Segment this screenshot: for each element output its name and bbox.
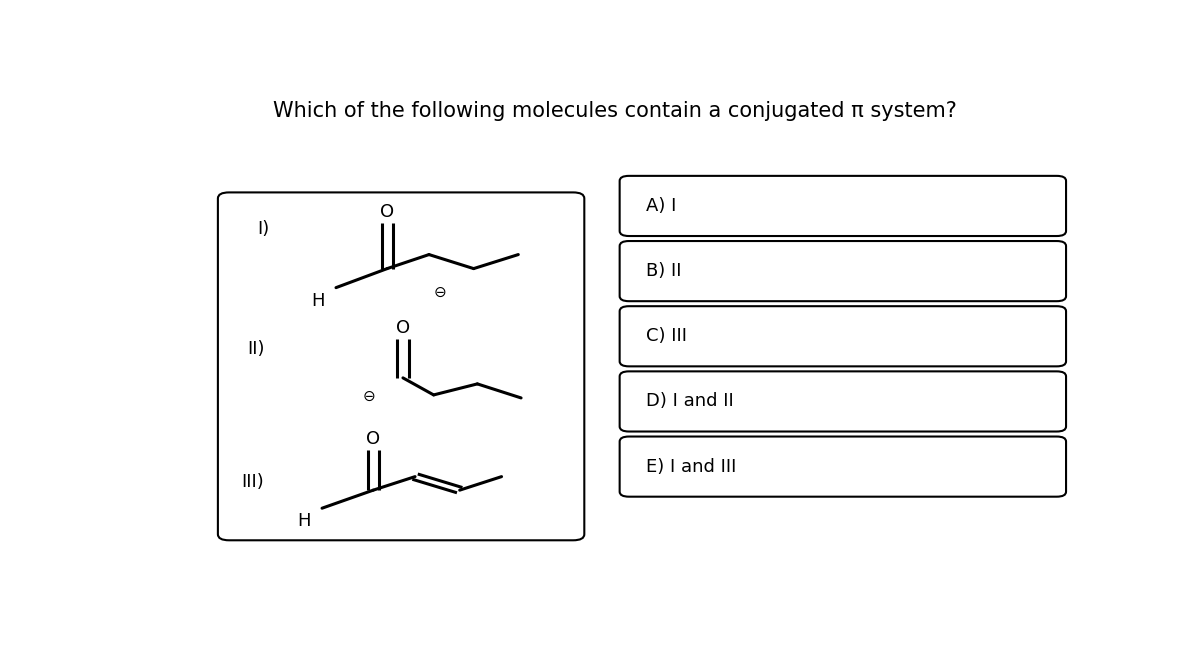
FancyBboxPatch shape [619, 437, 1066, 497]
FancyBboxPatch shape [619, 241, 1066, 301]
Text: I): I) [257, 219, 269, 238]
Text: B) II: B) II [646, 262, 682, 280]
Text: III): III) [241, 473, 264, 491]
FancyBboxPatch shape [218, 193, 584, 540]
Text: O: O [380, 204, 395, 221]
Text: C) III: C) III [646, 327, 686, 345]
Text: E) I and III: E) I and III [646, 458, 736, 476]
Text: II): II) [247, 340, 265, 358]
Text: ⊖: ⊖ [433, 285, 446, 300]
Text: ⊖: ⊖ [362, 389, 374, 404]
Text: H: H [298, 512, 311, 530]
Text: O: O [366, 430, 380, 448]
Text: Which of the following molecules contain a conjugated π system?: Which of the following molecules contain… [274, 101, 956, 120]
Text: H: H [311, 292, 325, 310]
Text: A) I: A) I [646, 197, 676, 215]
Text: D) I and II: D) I and II [646, 393, 733, 410]
FancyBboxPatch shape [619, 371, 1066, 432]
Text: O: O [396, 319, 410, 337]
FancyBboxPatch shape [619, 306, 1066, 367]
FancyBboxPatch shape [619, 176, 1066, 236]
